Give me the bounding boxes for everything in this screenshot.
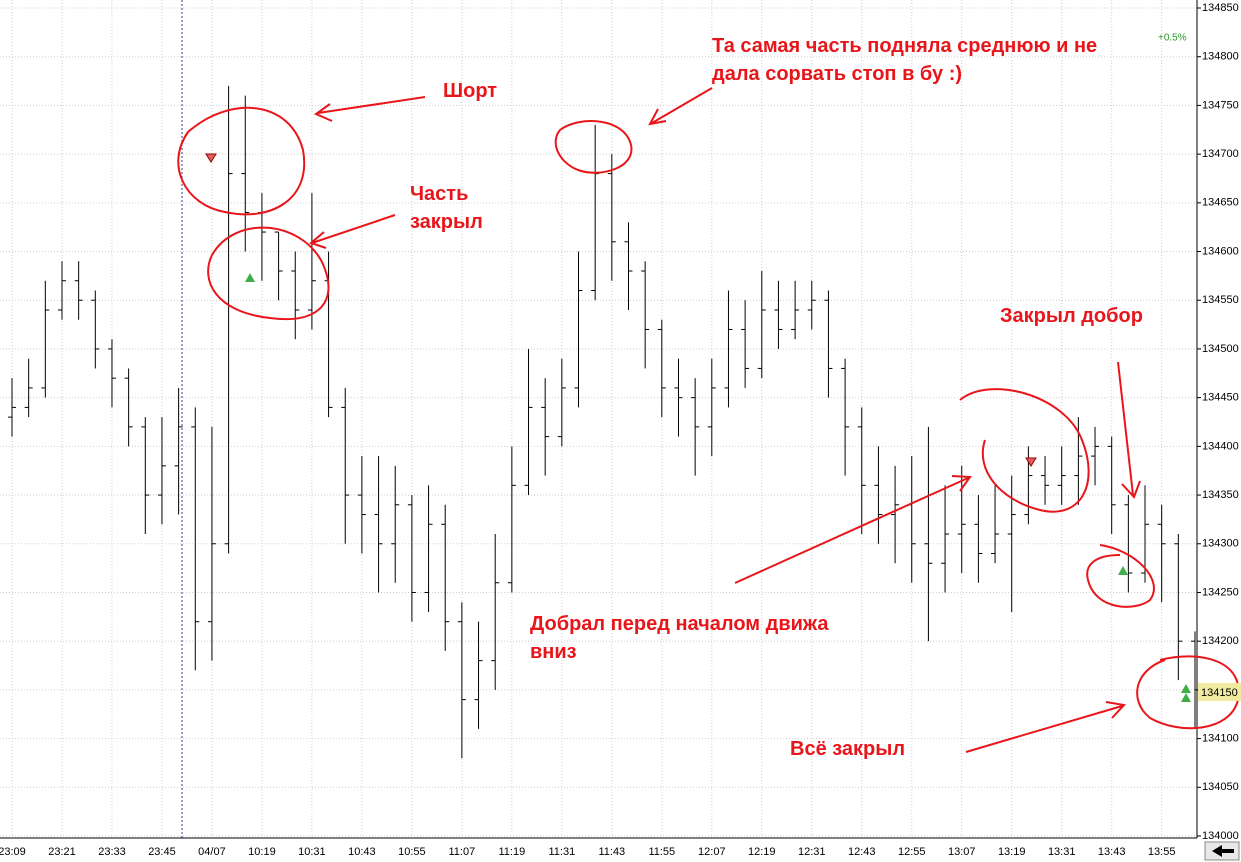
x-tick-label: 11:19 <box>498 846 525 858</box>
change-label: +0.5% <box>1158 33 1187 44</box>
x-tick-label: 13:43 <box>1098 846 1126 858</box>
x-tick-label: 23:21 <box>48 846 76 858</box>
x-tick-label: 11:55 <box>648 846 675 858</box>
x-tick-label: 23:09 <box>0 846 26 858</box>
sell-marker <box>1025 457 1037 467</box>
annotation: Закрыл добор <box>1000 305 1143 327</box>
y-tick-label: 134700 <box>1202 148 1239 160</box>
x-tick-label: 04/07 <box>198 846 226 858</box>
x-tick-label: 11:31 <box>548 846 575 858</box>
buy-marker <box>245 273 255 282</box>
annotation: Часть <box>410 183 468 205</box>
x-tick-label: 13:19 <box>998 846 1026 858</box>
y-tick-label: 134400 <box>1202 440 1239 452</box>
annotation: Та самая часть подняла среднюю и не <box>712 35 1097 57</box>
x-tick-label: 13:07 <box>948 846 976 858</box>
arrow <box>648 87 713 126</box>
arrow <box>1117 361 1141 499</box>
buy-marker <box>1181 684 1191 693</box>
x-tick-label: 10:55 <box>398 846 426 858</box>
buy-marker <box>1181 693 1191 702</box>
y-tick-label: 134550 <box>1202 294 1239 306</box>
y-tick-label: 134850 <box>1202 2 1239 14</box>
arrow <box>308 214 396 249</box>
arrow <box>734 475 972 584</box>
last-price-label: 134150 <box>1201 687 1238 699</box>
x-tick-label: 12:43 <box>848 846 876 858</box>
y-tick-label: 134450 <box>1202 392 1239 404</box>
x-tick-label: 12:55 <box>898 846 926 858</box>
y-tick-label: 134350 <box>1202 489 1239 501</box>
x-tick-label: 13:55 <box>1148 846 1176 858</box>
y-tick-label: 134500 <box>1202 343 1239 355</box>
x-tick-label: 11:07 <box>449 846 476 858</box>
y-tick-label: 134750 <box>1202 99 1239 111</box>
circle <box>1136 655 1240 730</box>
x-tick-label: 10:19 <box>248 846 276 858</box>
circle <box>959 388 1090 513</box>
x-tick-label: 11:43 <box>598 846 625 858</box>
arrow <box>965 701 1126 753</box>
buy-marker <box>1118 566 1128 575</box>
circle <box>1086 544 1155 608</box>
bars <box>8 85 1199 759</box>
x-tick-label: 13:31 <box>1048 846 1076 858</box>
y-tick-label: 134650 <box>1202 197 1239 209</box>
last-price-box <box>1198 683 1241 701</box>
x-tick-label: 12:19 <box>748 846 776 858</box>
annotation: вниз <box>530 641 577 663</box>
x-tick-label: 10:43 <box>348 846 376 858</box>
y-tick-label: 134200 <box>1202 635 1239 647</box>
y-tick-label: 134000 <box>1202 830 1239 842</box>
y-tick-label: 134100 <box>1202 732 1239 744</box>
annotation: Всё закрыл <box>790 738 905 760</box>
y-tick-label: 134250 <box>1202 586 1239 598</box>
y-tick-label: 134050 <box>1202 781 1239 793</box>
annotation: закрыл <box>410 211 483 233</box>
scroll-arrow-icon <box>1212 845 1234 857</box>
annotation: Добрал перед началом движа <box>530 613 829 635</box>
annotations: Шорт Часть закрыл Та самая часть подняла ср… <box>410 35 1143 760</box>
circle <box>177 106 306 216</box>
annotation: Шорт <box>443 80 497 102</box>
annotation: дала сорвать стоп в бу :) <box>712 63 962 85</box>
x-tick-label: 23:33 <box>98 846 126 858</box>
circle <box>207 226 330 321</box>
circle <box>554 120 633 174</box>
annotation-drawings <box>177 87 1240 753</box>
x-tick-label: 10:31 <box>298 846 326 858</box>
arrow <box>313 96 426 122</box>
x-tick-label: 12:07 <box>698 846 726 858</box>
y-tick-label: 134300 <box>1202 538 1239 550</box>
x-tick-label: 23:45 <box>148 846 176 858</box>
y-tick-label: 134600 <box>1202 245 1239 257</box>
x-tick-label: 12:31 <box>798 846 826 858</box>
y-tick-label: 134800 <box>1202 51 1239 63</box>
sell-marker <box>205 153 217 163</box>
